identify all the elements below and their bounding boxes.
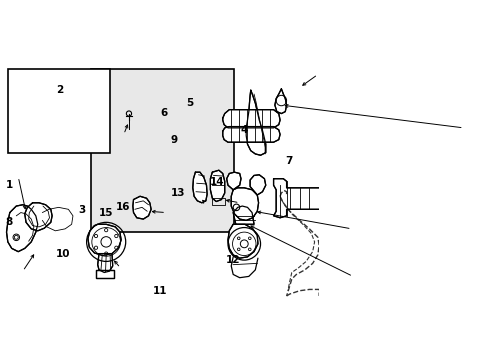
Polygon shape <box>6 205 38 252</box>
Polygon shape <box>482 229 488 252</box>
Polygon shape <box>98 253 112 273</box>
Polygon shape <box>417 157 437 181</box>
Polygon shape <box>223 127 280 142</box>
Polygon shape <box>25 203 52 231</box>
Text: 4: 4 <box>240 125 247 135</box>
Polygon shape <box>233 206 253 224</box>
Text: 7: 7 <box>285 156 292 166</box>
Polygon shape <box>96 270 114 278</box>
Polygon shape <box>246 90 265 155</box>
Polygon shape <box>210 170 224 202</box>
Text: 6: 6 <box>161 108 168 118</box>
Polygon shape <box>273 179 348 218</box>
Polygon shape <box>231 188 258 220</box>
Polygon shape <box>338 170 348 193</box>
Text: 5: 5 <box>186 98 193 108</box>
Polygon shape <box>223 110 280 128</box>
Polygon shape <box>88 224 121 256</box>
Polygon shape <box>274 89 286 113</box>
Text: 8: 8 <box>6 217 13 227</box>
Bar <box>91 69 234 231</box>
Text: 2: 2 <box>56 85 63 95</box>
Text: 13: 13 <box>170 188 184 198</box>
Text: 3: 3 <box>78 206 85 216</box>
Text: 9: 9 <box>170 135 177 145</box>
Polygon shape <box>249 175 265 195</box>
Polygon shape <box>192 172 207 203</box>
Text: 12: 12 <box>225 255 240 265</box>
Polygon shape <box>348 167 393 235</box>
Text: 1: 1 <box>6 180 13 190</box>
Text: 15: 15 <box>99 208 113 218</box>
Text: 16: 16 <box>116 202 130 212</box>
Text: 10: 10 <box>56 249 70 259</box>
Polygon shape <box>133 196 151 219</box>
Polygon shape <box>227 224 257 258</box>
Polygon shape <box>226 172 241 190</box>
Text: 14: 14 <box>210 177 224 187</box>
Text: 11: 11 <box>153 287 167 296</box>
Bar <box>8 69 110 153</box>
